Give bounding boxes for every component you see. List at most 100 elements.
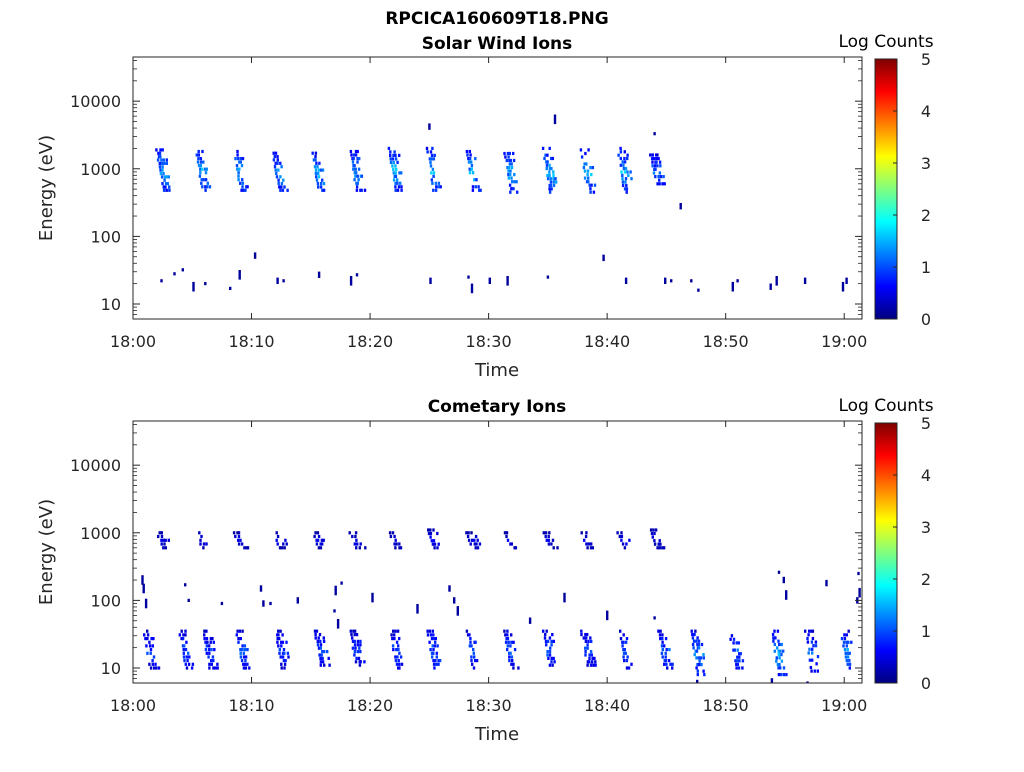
- heatmap-cell: [545, 643, 548, 647]
- colorbar-tick-label: 1: [921, 258, 931, 277]
- heatmap-cell: [184, 629, 187, 633]
- heatmap-cell: [848, 662, 852, 666]
- heatmap-cell: [624, 277, 628, 284]
- heatmap-cell: [658, 171, 661, 175]
- heatmap-cell: [649, 528, 653, 532]
- x-tick-label: 18:10: [228, 696, 274, 715]
- heatmap-cell: [319, 643, 323, 647]
- heatmap-cell: [738, 652, 741, 656]
- heatmap-cell: [232, 531, 236, 535]
- heatmap-cell: [509, 542, 512, 546]
- heatmap-cluster: [503, 629, 520, 670]
- colorbar-tick-label: 5: [921, 50, 931, 69]
- heatmap-cell: [547, 534, 550, 539]
- heatmap-cell: [696, 663, 699, 667]
- heatmap-cell: [354, 534, 357, 539]
- heatmap-cell: [655, 157, 658, 161]
- heatmap-cluster: [387, 146, 403, 192]
- heatmap-cluster: [649, 528, 666, 550]
- heatmap-cell: [204, 282, 207, 286]
- heatmap-cell: [429, 531, 433, 536]
- heatmap-cell: [547, 538, 551, 542]
- heatmap-cell: [162, 546, 165, 550]
- heatmap-cell: [624, 640, 628, 644]
- heatmap-cell: [470, 167, 473, 171]
- heatmap-cell: [584, 650, 587, 654]
- heatmap-cell: [659, 629, 662, 633]
- heatmap-cell: [296, 597, 299, 604]
- heatmap-cell: [159, 171, 163, 176]
- heatmap-cell: [276, 158, 279, 162]
- heatmap-cell: [389, 150, 392, 154]
- heatmap-cell: [158, 531, 161, 535]
- heatmap-cell: [201, 185, 204, 189]
- heatmap-cell: [148, 640, 151, 644]
- heatmap-cell: [690, 629, 693, 633]
- heatmap-cell: [203, 633, 206, 637]
- heatmap-cell: [651, 153, 654, 157]
- heatmap-cell: [280, 182, 284, 186]
- heatmap-cell: [437, 659, 440, 663]
- heatmap-cell: [354, 149, 358, 154]
- heatmap-cell: [546, 653, 549, 657]
- heatmap-cell: [391, 157, 395, 161]
- heatmap-cell: [775, 656, 778, 660]
- heatmap-cell: [548, 187, 551, 191]
- heatmap-cell: [472, 648, 475, 652]
- heatmap-cell: [475, 659, 479, 663]
- heatmap-cell: [205, 637, 209, 641]
- heatmap-cluster: [311, 151, 326, 192]
- heatmap-cluster: [503, 151, 519, 194]
- heatmap-cell: [201, 149, 204, 154]
- heatmap-cell: [508, 651, 511, 655]
- heatmap-cell: [618, 534, 621, 539]
- heatmap-cell: [432, 157, 435, 161]
- colorbar-tick-label: 3: [921, 518, 931, 537]
- colorbar-label: Log Counts: [838, 396, 933, 416]
- heatmap-cell: [162, 171, 165, 176]
- heatmap-cell: [734, 659, 737, 663]
- heatmap-cell: [153, 666, 156, 670]
- heatmap-cell: [429, 648, 432, 652]
- figure-title: RPCICA160609T18.PNG: [385, 9, 608, 29]
- heatmap-cell: [652, 528, 655, 532]
- heatmap-cell: [320, 538, 324, 542]
- heatmap-cell: [359, 639, 362, 643]
- heatmap-cell: [741, 659, 745, 663]
- heatmap-cell: [214, 666, 217, 670]
- heatmap-cell: [236, 531, 239, 535]
- colorbar-tick-label: 5: [921, 414, 931, 433]
- heatmap-cell: [395, 167, 398, 171]
- heatmap-cell: [431, 655, 434, 659]
- heatmap-cell: [429, 150, 433, 154]
- heatmap-cell: [584, 534, 588, 539]
- heatmap-cell: [237, 542, 241, 546]
- heatmap-cell: [622, 648, 625, 652]
- heatmap-cell: [281, 546, 284, 550]
- heatmap-cell: [241, 629, 244, 633]
- heatmap-cell: [394, 171, 397, 175]
- heatmap-cell: [586, 169, 590, 173]
- heatmap-cell: [509, 190, 512, 194]
- colorbar: [874, 58, 898, 320]
- heatmap-cell: [619, 156, 622, 161]
- heatmap-cell: [845, 277, 848, 284]
- heatmap-cell: [200, 534, 203, 539]
- colorbar-tick-label: 2: [921, 570, 931, 589]
- heatmap-cell: [243, 546, 246, 550]
- heatmap-cell: [436, 644, 439, 648]
- heatmap-cell: [187, 662, 191, 666]
- heatmap-cell: [470, 160, 473, 164]
- heatmap-cell: [211, 637, 214, 641]
- heatmap-cell: [371, 592, 374, 603]
- heatmap-cell: [244, 655, 248, 659]
- x-tick-label: 18:10: [228, 332, 274, 351]
- heatmap-cell: [545, 538, 548, 542]
- heatmap-cell: [220, 601, 224, 606]
- heatmap-cell: [469, 542, 472, 546]
- heatmap-cell: [470, 164, 474, 168]
- heatmap-cell: [432, 651, 435, 655]
- heatmap-cell: [435, 185, 438, 189]
- heatmap-cell: [241, 648, 244, 652]
- heatmap-cell: [844, 655, 848, 659]
